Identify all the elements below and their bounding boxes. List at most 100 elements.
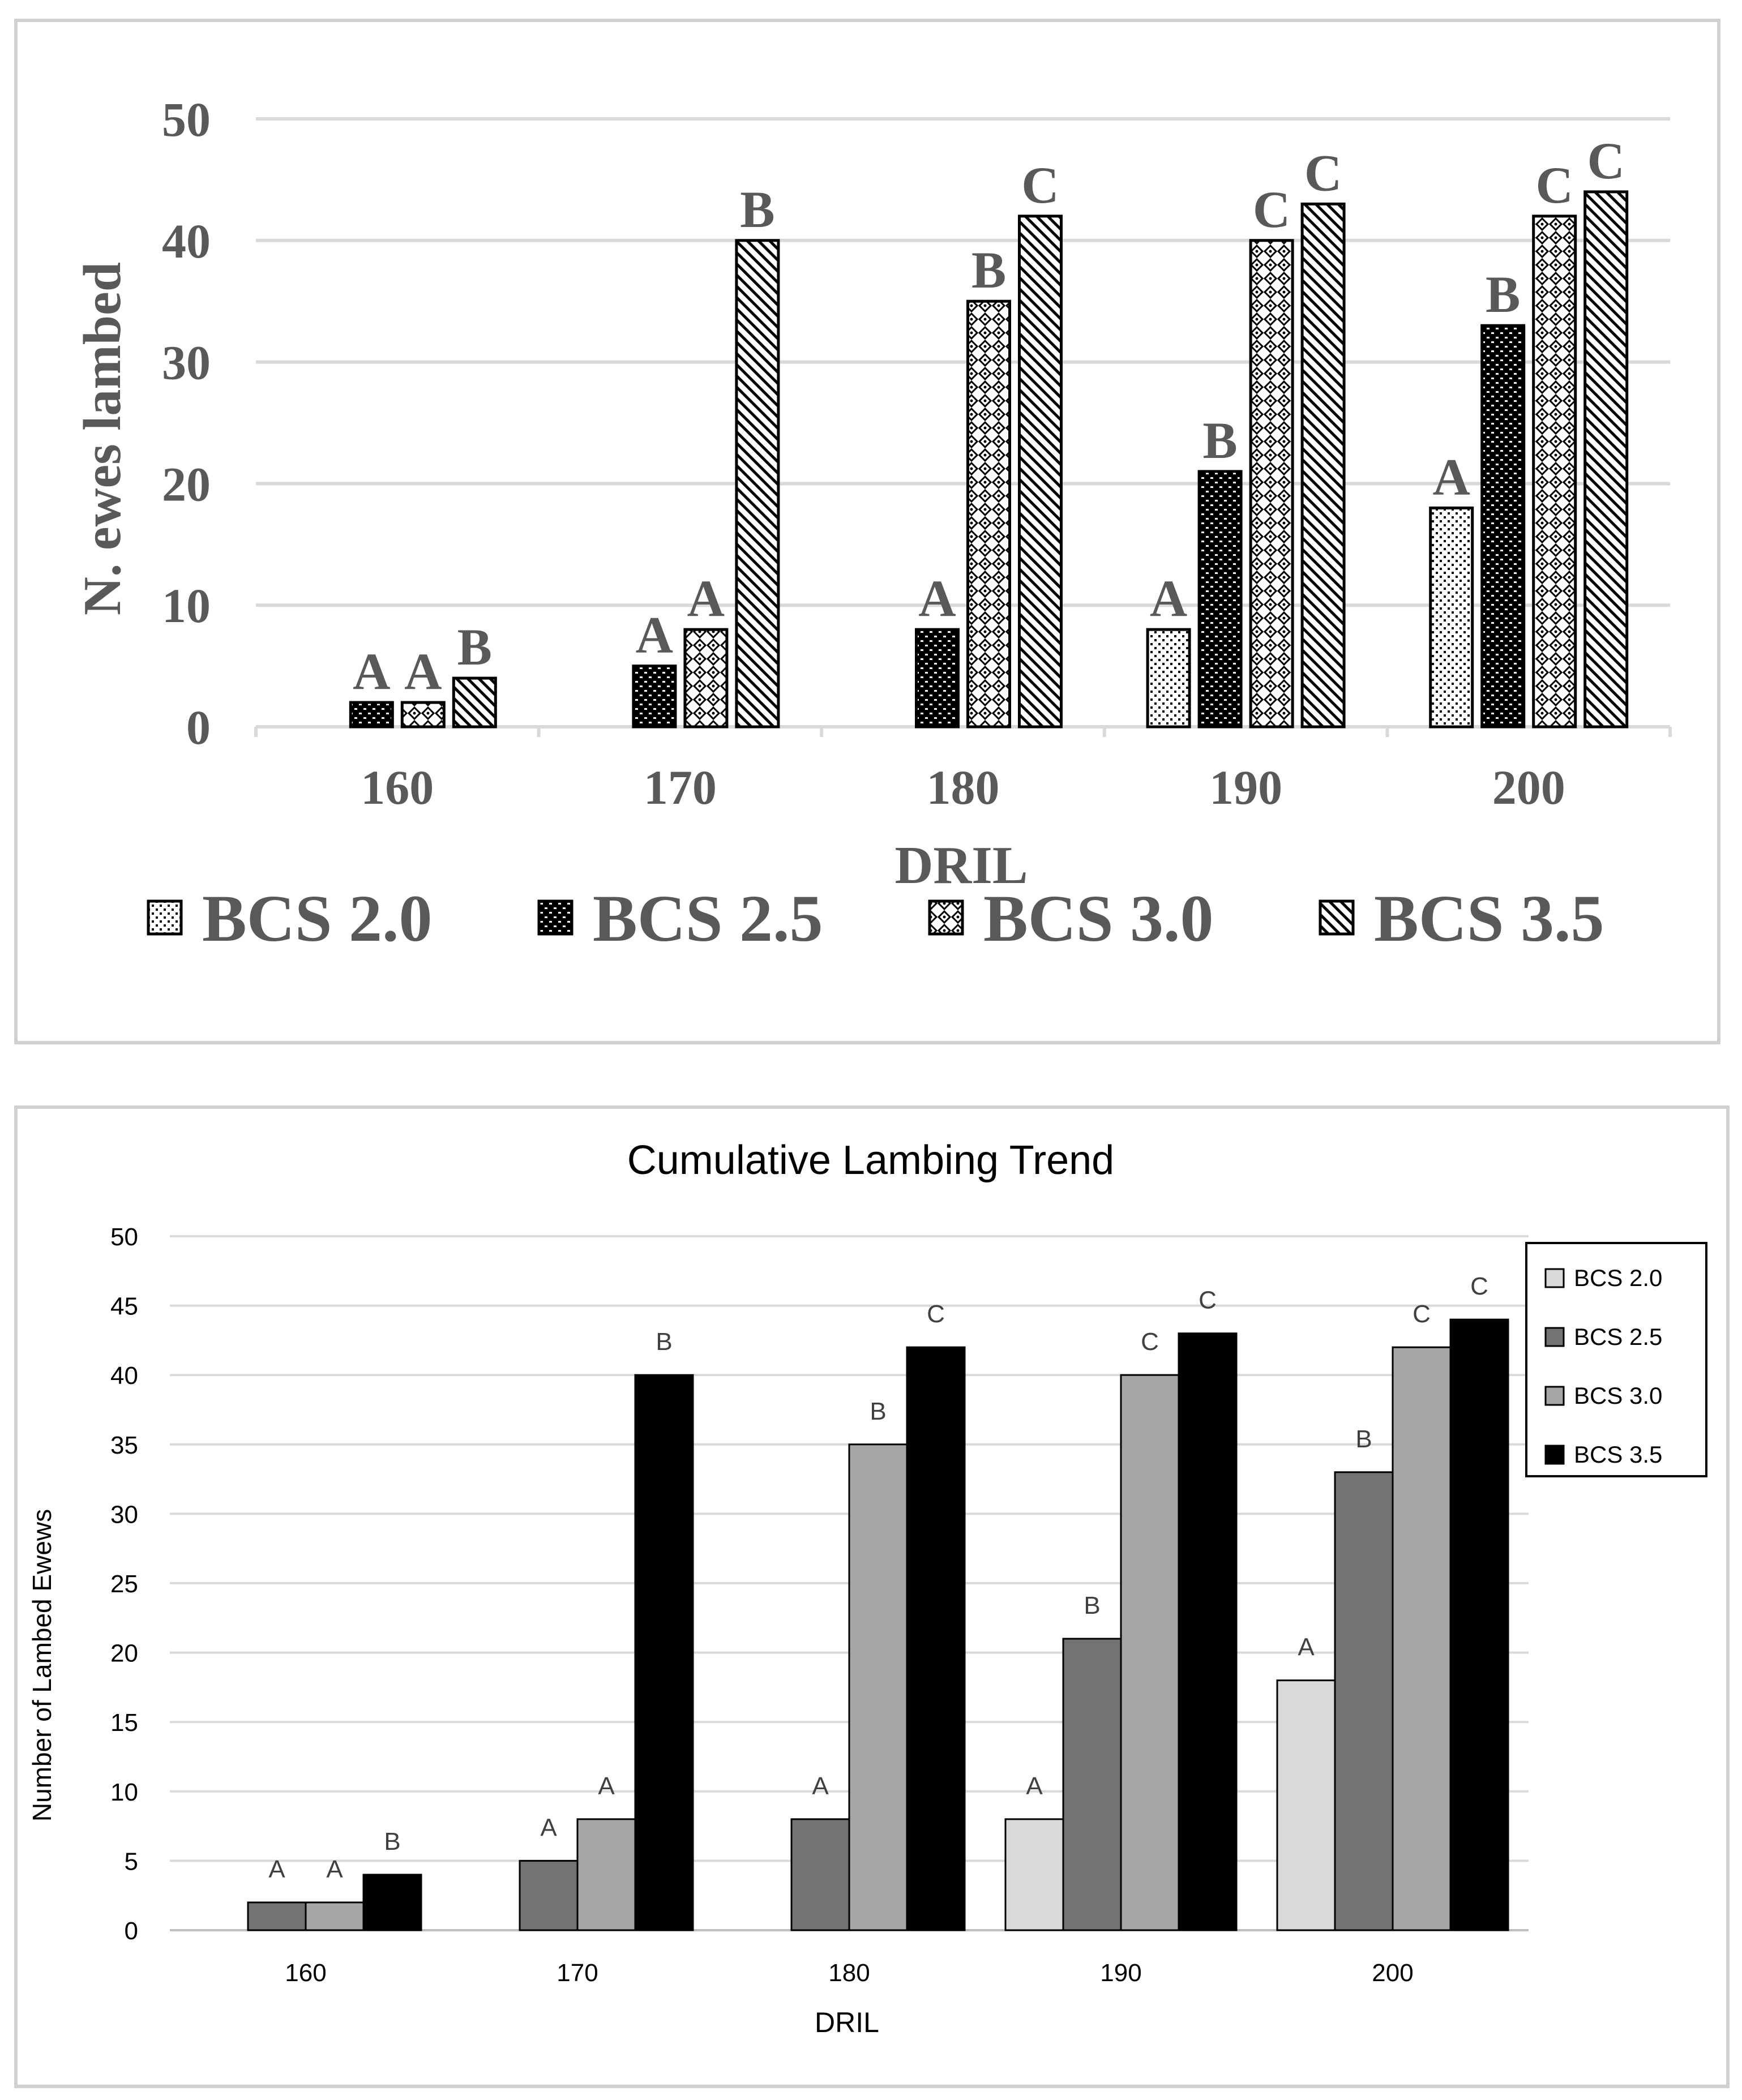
- chart2-bar-bcs-3-5-200: [1449, 1318, 1509, 1931]
- chart2-legend-label: BCS 3.5: [1574, 1441, 1662, 1468]
- chart1-bar-bcs-3-0-190: [1249, 239, 1294, 728]
- chart2-letter-bcs-3-0-200: C: [1413, 1300, 1431, 1328]
- chart1-bar-bcs-3-5-200: [1583, 190, 1629, 728]
- chart1-letter-bcs-3-0-200: C: [1535, 156, 1573, 214]
- chart2-bar-bcs-2-5-200: [1334, 1471, 1394, 1931]
- chart2-bars: [247, 1318, 1509, 1931]
- chart2-letter-bcs-3-5-190: C: [1199, 1287, 1217, 1314]
- chart2-bar-bcs-2-5-180: [790, 1818, 850, 1931]
- chart1-y-axis-title: N. ewes lambed: [73, 262, 132, 615]
- chart1-letter-bcs-3-5-190: C: [1304, 144, 1342, 202]
- chart2-y-tick-20: 20: [110, 1640, 138, 1668]
- chart2-y-tick-labels: 0 5 10 15 20 25 30 35 40 45 50: [110, 1223, 138, 1945]
- chart1-letter-bcs-2-5-200: B: [1486, 265, 1520, 323]
- chart2-x-tick-labels: 160 170 180 190 200: [285, 1959, 1413, 1987]
- chart2-legend-swatch: [1544, 1268, 1565, 1288]
- chart1-bar-bcs-2-5-200: [1480, 324, 1526, 728]
- chart1-bar-bcs-3-5-190: [1300, 202, 1346, 728]
- chart2-legend-swatch: [1544, 1386, 1565, 1406]
- chart1-y-tick-20: 20: [162, 457, 211, 511]
- chart1-legend-swatch: [537, 899, 573, 936]
- chart1-y-tick-40: 40: [162, 214, 211, 268]
- chart2-x-tick-190: 190: [1100, 1959, 1141, 1987]
- chart2-y-tick-0: 0: [125, 1917, 138, 1945]
- chart1-legend-item-bcs-2-0: BCS 2.0: [147, 881, 433, 955]
- chart2-legend-item-bcs-2-5: BCS 2.5: [1544, 1323, 1662, 1350]
- chart2-x-tick-180: 180: [828, 1959, 870, 1987]
- chart2-letter-bcs-2-5-190: B: [1084, 1592, 1100, 1619]
- chart1-letter-bcs-3-0-180: B: [971, 241, 1006, 299]
- chart1-letter-bcs-3-5-170: B: [740, 181, 774, 238]
- chart1-y-tick-30: 30: [162, 336, 211, 390]
- chart1-letter-bcs-2-0-200: A: [1432, 448, 1470, 505]
- chart2-bar-bcs-3-5-180: [906, 1346, 966, 1931]
- chart2-x-tick-200: 200: [1372, 1959, 1413, 1987]
- chart1-y-tick-labels: 0 10 20 30 40 50: [162, 92, 211, 755]
- chart2-legend-swatch: [1544, 1445, 1565, 1465]
- chart2-y-tick-15: 15: [110, 1709, 138, 1737]
- chart1-letter-bcs-2-5-180: A: [918, 569, 956, 627]
- chart1-bar-bcs-3-5-180: [1018, 215, 1063, 728]
- chart2-letter-bcs-3-0-190: C: [1141, 1328, 1159, 1356]
- chart1-legend-label: BCS 2.0: [202, 881, 433, 955]
- chart1-x-tick-170: 170: [644, 760, 717, 815]
- chart2-bar-bcs-2-0-200: [1276, 1679, 1336, 1931]
- chart1-legend-label: BCS 3.5: [1374, 881, 1604, 955]
- chart2-bar-bcs-3-5-160: [362, 1874, 422, 1931]
- chart2-legend-label: BCS 2.5: [1574, 1323, 1662, 1350]
- chart2-letter-bcs-3-0-160: A: [326, 1855, 343, 1883]
- chart2-y-tick-25: 25: [110, 1570, 138, 1598]
- chart1-legend-label: BCS 2.5: [593, 881, 823, 955]
- chart1-x-tick-labels: 160 170 180 190 200: [361, 760, 1565, 815]
- chart1-letter-bcs-2-5-160: A: [353, 642, 390, 700]
- chart2-y-tick-45: 45: [110, 1293, 138, 1321]
- chart1-letter-bcs-3-5-200: C: [1587, 132, 1624, 190]
- chart2-letter-bcs-3-0-170: A: [598, 1772, 615, 1800]
- chart1-x-tick-190: 190: [1209, 760, 1282, 815]
- chart1-letter-bcs-3-0-190: C: [1253, 181, 1290, 238]
- chart1-legend-label: BCS 3.0: [983, 881, 1214, 955]
- chart2-y-tick-10: 10: [110, 1778, 138, 1806]
- chart2-bar-bcs-3-0-190: [1120, 1374, 1180, 1931]
- chart2-bar-bcs-3-0-160: [305, 1901, 365, 1931]
- chart1-legend-swatch: [147, 899, 183, 936]
- chart2-bar-bcs-2-5-170: [519, 1859, 579, 1931]
- chart1-legend-swatch: [928, 899, 964, 936]
- chart2-bar-bcs-3-0-170: [576, 1818, 636, 1931]
- chart2-bar-bcs-2-5-190: [1062, 1638, 1122, 1931]
- chart1-bar-bcs-2-5-180: [915, 628, 960, 728]
- chart2-legend: BCS 2.0 BCS 2.5 BCS 3.0 BCS 3.5: [1525, 1242, 1707, 1477]
- chart2-letter-labels: A A B A A B A B C A B C C A B C C: [268, 1272, 1488, 1883]
- chart1-legend-item-bcs-3-0: BCS 3.0: [928, 881, 1214, 955]
- chart1-bar-bcs-3-5-160: [452, 676, 497, 728]
- chart1-bar-bcs-2-5-160: [349, 701, 394, 728]
- chart1-bars: [349, 190, 1629, 728]
- chart1-legend: BCS 2.0 BCS 2.5 BCS 3.0 BCS 3.5: [147, 881, 1604, 955]
- chart2-y-tick-35: 35: [110, 1432, 138, 1459]
- chart1-letter-bcs-2-5-190: B: [1202, 412, 1237, 469]
- chart1-bar-bcs-2-5-190: [1197, 470, 1243, 728]
- chart1-x-tick-160: 160: [361, 760, 434, 815]
- chart2-letter-bcs-2-5-160: A: [268, 1855, 285, 1883]
- chart1-bar-bcs-2-0-200: [1429, 506, 1474, 728]
- chart2-y-tick-5: 5: [125, 1848, 138, 1875]
- chart2-bar-bcs-3-0-200: [1392, 1346, 1452, 1931]
- chart2-bar-bcs-3-5-190: [1178, 1332, 1238, 1931]
- chart1-bar-bcs-2-5-170: [632, 665, 677, 728]
- chart1-bar-bcs-3-0-180: [966, 299, 1011, 728]
- chart2-bar-bcs-3-5-170: [634, 1374, 694, 1931]
- chart1-y-tick-0: 0: [186, 700, 211, 755]
- chart2-legend-label: BCS 2.0: [1574, 1265, 1662, 1291]
- chart1-bar-bcs-3-0-200: [1532, 215, 1577, 728]
- chart1-letter-bcs-3-5-180: C: [1021, 156, 1059, 214]
- chart2-letter-bcs-3-5-200: C: [1470, 1272, 1488, 1300]
- chart2-letter-bcs-2-0-200: A: [1298, 1634, 1315, 1661]
- chart2-y-axis-title: Number of Lambed Ewews: [27, 1509, 57, 1822]
- chart1-x-tick-200: 200: [1492, 760, 1565, 815]
- chart2-y-tick-40: 40: [110, 1362, 138, 1390]
- chart1-legend-item-bcs-2-5: BCS 2.5: [537, 881, 823, 955]
- chart1-bar-bcs-3-0-160: [400, 701, 446, 728]
- chart1-y-tick-10: 10: [162, 578, 211, 633]
- chart2-legend-item-bcs-3-0: BCS 3.0: [1544, 1382, 1662, 1409]
